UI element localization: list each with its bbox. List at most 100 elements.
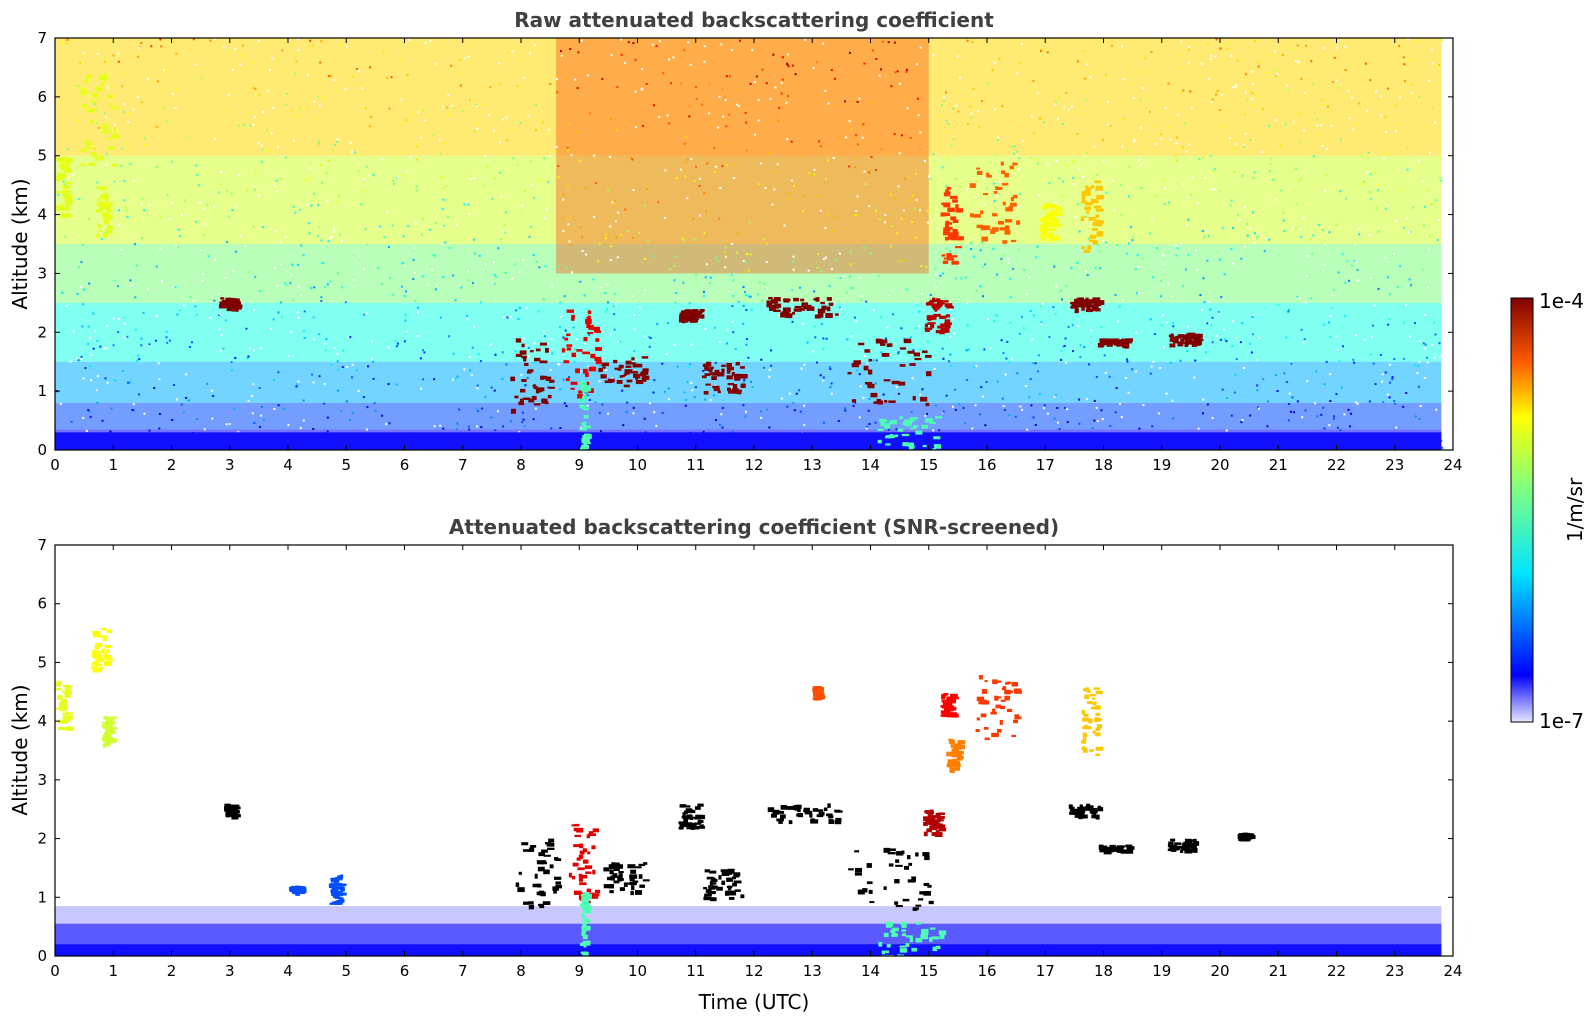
noise-pixel — [993, 153, 996, 156]
feature-cell — [689, 312, 694, 316]
noise-pixel — [732, 163, 735, 166]
noise-pixel — [1032, 314, 1035, 317]
noise-pixel — [1235, 358, 1238, 361]
noise-pixel — [1187, 325, 1190, 328]
noise-pixel — [104, 377, 107, 380]
feature-cell — [857, 889, 865, 895]
feature-cell — [884, 425, 890, 429]
noise-pixel — [237, 431, 240, 434]
noise-pixel — [1071, 350, 1074, 353]
noise-pixel — [1304, 409, 1307, 412]
noise-pixel — [259, 289, 262, 292]
feature-cell — [90, 151, 96, 157]
noise-pixel — [512, 157, 515, 160]
noise-pixel — [117, 331, 120, 334]
feature-cell — [947, 191, 951, 196]
noise-pixel — [66, 177, 69, 180]
feature-cell — [1070, 811, 1077, 815]
feature-cell — [1083, 749, 1088, 753]
noise-pixel — [1433, 356, 1436, 359]
feature-cell — [800, 307, 805, 311]
noise-pixel — [887, 428, 890, 431]
noise-pixel — [456, 375, 459, 378]
noise-pixel — [1234, 373, 1237, 376]
feature-cell — [221, 299, 228, 303]
noise-pixel — [155, 166, 158, 169]
noise-pixel — [471, 346, 474, 349]
noise-pixel — [1032, 132, 1035, 135]
noise-pixel — [945, 394, 948, 397]
feature-cell — [909, 445, 915, 449]
noise-pixel — [491, 281, 494, 284]
feature-cell — [1120, 849, 1128, 854]
feature-cell — [947, 762, 951, 767]
noise-pixel — [1201, 412, 1204, 415]
feature-cell — [640, 371, 649, 375]
feature-cell — [80, 87, 86, 93]
feature-cell — [726, 370, 731, 374]
noise-pixel — [505, 363, 508, 366]
noise-pixel — [85, 429, 88, 432]
noise-pixel — [321, 181, 324, 184]
noise-pixel — [523, 424, 526, 427]
noise-pixel — [822, 421, 825, 424]
noise-pixel — [194, 305, 197, 308]
feature-cell — [1081, 200, 1087, 204]
feature-cell — [907, 350, 915, 354]
noise-pixel — [1140, 126, 1143, 129]
noise-pixel — [280, 316, 283, 319]
noise-pixel — [355, 67, 358, 70]
noise-pixel — [791, 320, 794, 323]
feature-cell — [693, 825, 700, 830]
feature-cell — [1094, 301, 1102, 307]
noise-pixel — [168, 339, 171, 342]
feature-cell — [631, 885, 635, 891]
background-layer — [55, 361, 1442, 403]
feature-cell — [942, 713, 950, 716]
noise-pixel — [501, 118, 504, 121]
feature-cell — [59, 709, 66, 712]
noise-pixel — [419, 357, 422, 360]
noise-pixel — [1087, 237, 1090, 240]
feature-cell — [922, 444, 927, 448]
feature-cell — [1095, 214, 1100, 218]
noise-pixel — [690, 343, 693, 346]
noise-pixel — [1144, 57, 1147, 60]
noise-pixel — [1287, 310, 1290, 313]
noise-pixel — [295, 385, 298, 388]
noise-pixel — [714, 256, 717, 259]
noise-pixel — [484, 154, 487, 157]
x-tick-label: 19 — [1152, 456, 1171, 474]
noise-pixel — [1305, 275, 1308, 278]
noise-pixel — [330, 235, 333, 238]
noise-pixel — [1398, 122, 1401, 125]
feature-cell — [731, 876, 737, 880]
x-tick-label: 10 — [628, 456, 647, 474]
feature-cell — [103, 214, 111, 219]
noise-pixel — [1030, 115, 1033, 118]
colorbar-min-label: 1e-7 — [1539, 709, 1584, 733]
noise-pixel — [511, 277, 514, 280]
feature-cell — [921, 928, 929, 933]
noise-pixel — [1348, 117, 1351, 120]
noise-pixel — [655, 45, 658, 48]
feature-cell — [728, 366, 734, 371]
noise-pixel — [1327, 321, 1330, 324]
noise-pixel — [1036, 162, 1039, 165]
noise-pixel — [1331, 306, 1334, 309]
noise-pixel — [1288, 308, 1291, 311]
noise-pixel — [683, 142, 686, 145]
noise-pixel — [404, 313, 407, 316]
feature-cell — [951, 765, 957, 768]
noise-pixel — [420, 233, 423, 236]
feature-cell — [56, 190, 64, 194]
noise-pixel — [868, 205, 871, 208]
noise-pixel — [813, 325, 816, 328]
noise-pixel — [1128, 165, 1131, 168]
noise-pixel — [349, 141, 352, 144]
noise-pixel — [1009, 277, 1012, 280]
noise-pixel — [941, 347, 944, 350]
noise-pixel — [685, 135, 688, 138]
noise-pixel — [573, 360, 576, 363]
noise-pixel — [452, 352, 455, 355]
